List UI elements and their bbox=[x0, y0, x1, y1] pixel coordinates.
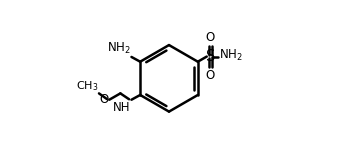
Text: NH: NH bbox=[113, 101, 131, 113]
Text: NH$_2$: NH$_2$ bbox=[107, 41, 131, 56]
Text: NH$_2$: NH$_2$ bbox=[219, 48, 243, 64]
Text: O: O bbox=[206, 31, 215, 44]
Text: CH$_3$: CH$_3$ bbox=[76, 79, 98, 93]
Text: O: O bbox=[99, 93, 108, 106]
Text: O: O bbox=[206, 69, 215, 82]
Text: S: S bbox=[206, 49, 215, 64]
